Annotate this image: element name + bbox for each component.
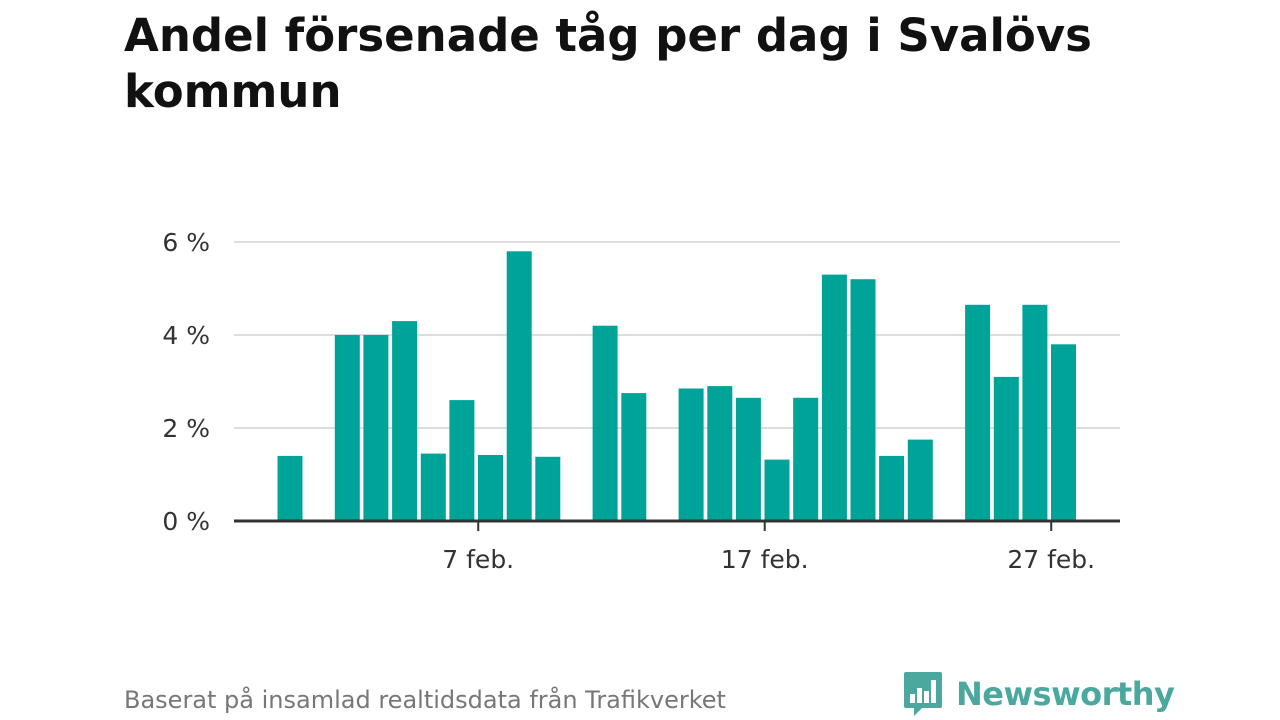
bar-day-7[interactable] <box>449 400 475 521</box>
x-tick-label: 17 feb. <box>721 545 809 574</box>
bar-day-1[interactable] <box>277 455 303 521</box>
x-tick-label: 27 feb. <box>1007 545 1095 574</box>
bar-day-8[interactable] <box>478 455 503 521</box>
bar-day-26[interactable] <box>993 376 1019 521</box>
source-note: Baserat på insamlad realtidsdata från Tr… <box>124 686 726 714</box>
y-tick-label: 4 % <box>162 321 210 350</box>
chart-title: Andel försenade tåg per dag i Svalövs ko… <box>124 9 1092 118</box>
bar-day-15[interactable] <box>678 388 704 522</box>
bar-day-10[interactable] <box>535 456 561 521</box>
bar-day-25[interactable] <box>965 304 991 521</box>
y-tick-label: 2 % <box>162 414 210 443</box>
axes: 0 % 2 % 4 % 6 % 7 feb. 17 feb. 27 feb. <box>162 228 1120 574</box>
bar-day-4[interactable] <box>363 335 389 521</box>
newsworthy-logo-icon <box>904 672 942 716</box>
bar-day-3[interactable] <box>334 335 360 521</box>
bar-day-19[interactable] <box>793 397 819 521</box>
bar-day-12[interactable] <box>592 325 618 521</box>
bar-day-16[interactable] <box>707 386 733 521</box>
bar-day-9[interactable] <box>506 251 532 522</box>
y-tick-label: 0 % <box>162 507 210 536</box>
y-tick-label: 6 % <box>162 228 210 257</box>
bar-day-20[interactable] <box>821 274 847 521</box>
bar-day-21[interactable] <box>850 279 876 521</box>
brand-logo[interactable]: Newsworthy <box>902 670 1175 718</box>
bars <box>277 251 1076 522</box>
bar-day-5[interactable] <box>392 321 418 521</box>
bar-day-22[interactable] <box>879 455 905 521</box>
bar-day-13[interactable] <box>621 393 647 521</box>
bar-day-17[interactable] <box>735 397 761 521</box>
bar-day-28[interactable] <box>1051 344 1076 521</box>
bar-day-23[interactable] <box>907 439 933 521</box>
x-tick-label: 7 feb. <box>442 545 514 574</box>
brand-name: Newsworthy <box>956 675 1175 713</box>
bar-day-27[interactable] <box>1022 304 1048 521</box>
bar-day-18[interactable] <box>764 459 790 521</box>
bar-day-6[interactable] <box>420 453 446 521</box>
